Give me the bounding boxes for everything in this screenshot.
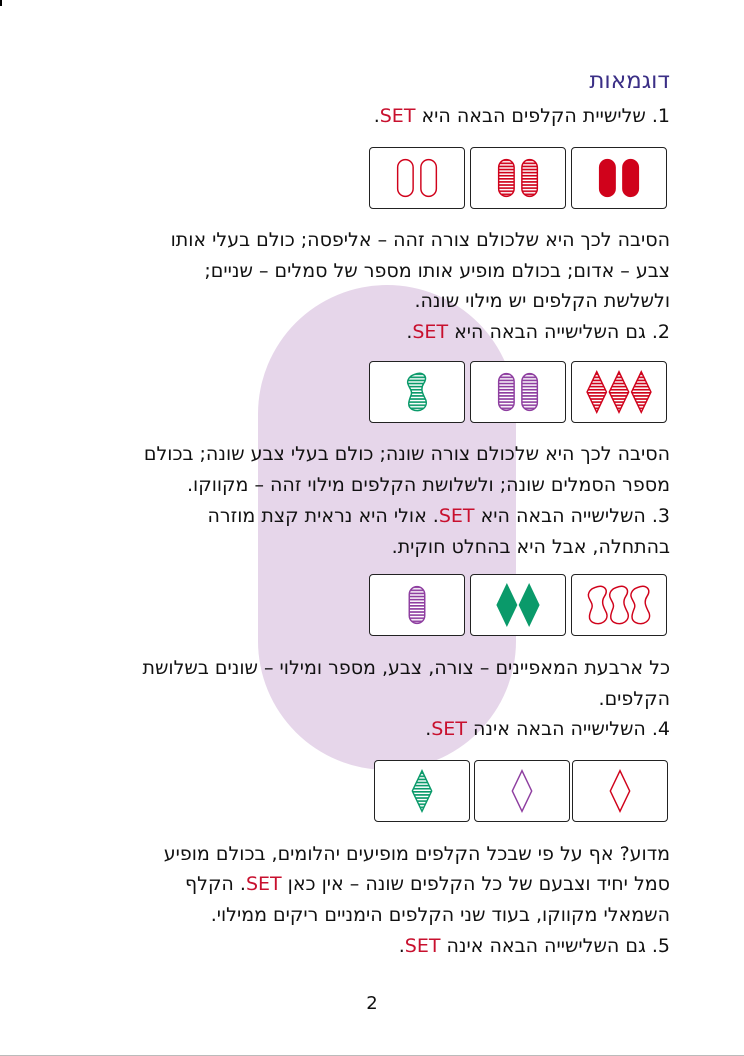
- example-3-title: 3. השלישייה הבאה היא SET. אולי היא נראית…: [208, 501, 670, 531]
- card-symbols: [411, 768, 433, 814]
- card: [470, 147, 566, 209]
- card: [369, 361, 465, 423]
- squiggle-symbol: [406, 372, 427, 412]
- card: [369, 574, 465, 636]
- card: [571, 361, 667, 423]
- example-2-title-text: 2. גם השלישייה הבאה היא: [448, 321, 670, 343]
- example-4-title-text: 4. השלישייה הבאה אינה: [466, 718, 670, 740]
- card-symbols: [598, 158, 640, 198]
- example-2-title: 2. גם השלישייה הבאה היא SET.: [406, 321, 670, 343]
- card: [572, 760, 668, 822]
- diamond-symbol: [586, 369, 608, 415]
- card: [374, 760, 470, 822]
- example-4-explanation-text: סמל יחיד וצבעם של כל הקלפים שונה – אין כ…: [281, 873, 670, 895]
- card-symbols: [408, 585, 426, 625]
- card-symbols: [497, 372, 539, 412]
- diamond-symbol: [411, 768, 433, 814]
- example-1-explanation-line: הסיבה לכך היא שלכולם צורה זהה – אליפסה; …: [170, 229, 670, 251]
- card: [571, 574, 667, 636]
- example-4-explanation-text-cont: . הקלף: [185, 873, 246, 895]
- example-4-title: 4. השלישייה הבאה אינה SET.: [425, 718, 670, 740]
- example-4-explanation-line: מדוע? אף על פי שבכל הקלפים מופיעים יהלומ…: [163, 843, 670, 865]
- diamond-symbol: [608, 369, 630, 415]
- diamond-symbol: [630, 369, 652, 415]
- oval-symbol: [497, 158, 515, 198]
- example-1-explanation-line: צבע – אדום; בכולם מופיע אותו מספר של סמל…: [204, 260, 670, 282]
- card-symbols: [496, 582, 540, 628]
- diamond-symbol: [511, 768, 533, 814]
- example-3-explanation-line: הקלפים.: [598, 688, 670, 710]
- example-3-title-text: 3. השלישייה הבאה היא: [474, 505, 670, 527]
- example-1-title-text: 1. שלישיית הקלפים הבאה היא: [415, 105, 670, 127]
- set-word: SET: [438, 505, 475, 527]
- oval-symbol: [420, 158, 438, 198]
- oval-symbol: [598, 158, 616, 198]
- card-symbols: [587, 585, 651, 625]
- example-2-explanation-line: הסיבה לכך היא שלכולם צורה שונה; כולם בעל…: [143, 443, 670, 465]
- example-4-explanation-line: השמאלי מקווקו, בעוד שני הקלפים הימניים ר…: [210, 904, 670, 926]
- card-symbols: [609, 768, 631, 814]
- example-4-explanation-line: סמל יחיד וצבעם של כל הקלפים שונה – אין כ…: [185, 869, 670, 899]
- corner-mark: [0, 0, 2, 6]
- squiggle-symbol: [630, 585, 651, 625]
- oval-symbol: [622, 158, 640, 198]
- example-5-title: 5. גם השלישייה הבאה אינה SET.: [398, 935, 670, 957]
- diamond-symbol: [496, 582, 518, 628]
- page-heading: דוגמאות: [589, 68, 670, 94]
- set-word: SET: [245, 873, 282, 895]
- example-3-title-line: בהתחלה, אבל היא בהחלט חוקית.: [391, 536, 670, 558]
- example-1-title: 1. שלישיית הקלפים הבאה היא SET.: [373, 105, 670, 127]
- set-word: SET: [431, 718, 467, 740]
- card-symbols: [586, 369, 652, 415]
- oval-symbol: [396, 158, 414, 198]
- oval-symbol: [497, 372, 515, 412]
- example-2-explanation-line: מספר הסמלים שונה; ולשלושת הקלפים מילוי ז…: [187, 474, 670, 496]
- card: [369, 147, 465, 209]
- squiggle-symbol: [608, 585, 629, 625]
- example-1-explanation-line: ולשלשת הקלפים יש מילוי שונה.: [414, 290, 670, 312]
- card: [474, 760, 570, 822]
- example-5-title-text: 5. גם השלישייה הבאה אינה: [440, 935, 670, 957]
- card: [470, 574, 566, 636]
- oval-symbol: [521, 372, 539, 412]
- oval-symbol: [408, 585, 426, 625]
- diamond-symbol: [518, 582, 540, 628]
- card-symbols: [511, 768, 533, 814]
- card: [571, 147, 667, 209]
- example-3-title-text-cont: . אולי היא נראית קצת מוזרה: [207, 505, 439, 527]
- set-word: SET: [412, 321, 449, 343]
- set-word: SET: [379, 105, 416, 127]
- card-symbols: [406, 372, 427, 412]
- squiggle-symbol: [587, 585, 608, 625]
- diamond-symbol: [609, 768, 631, 814]
- example-3-explanation-line: כל ארבעת המאפיינים – צורה, צבע, מספר ומי…: [142, 657, 670, 679]
- oval-symbol: [521, 158, 539, 198]
- card-symbols: [396, 158, 438, 198]
- card-symbols: [497, 158, 539, 198]
- page-number: 2: [366, 993, 378, 1014]
- card: [470, 361, 566, 423]
- set-word: SET: [404, 935, 441, 957]
